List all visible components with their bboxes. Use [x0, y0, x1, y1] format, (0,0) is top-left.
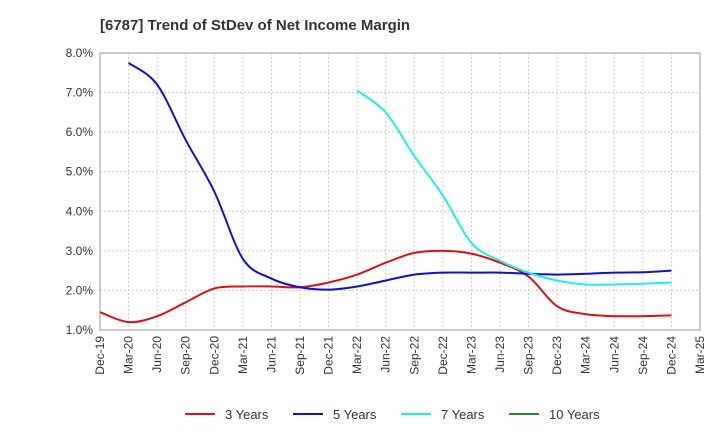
- series-line-3-years: [99, 249, 672, 324]
- x-tick-label: Jun-22: [379, 336, 393, 373]
- legend-label-3-years: 3 Years: [225, 407, 269, 422]
- y-tick-label: 5.0%: [66, 165, 94, 179]
- x-tick-label: Sep-22: [407, 336, 421, 375]
- x-tick-label: Sep-21: [293, 336, 307, 375]
- x-tick-label: Dec-24: [664, 336, 678, 375]
- y-tick-label: 7.0%: [66, 86, 94, 100]
- y-tick-label: 4.0%: [66, 204, 94, 218]
- x-tick-label: Mar-22: [350, 336, 364, 374]
- legend-label-7-years: 7 Years: [441, 407, 485, 422]
- x-tick-label: Jun-24: [607, 336, 621, 373]
- chart-title: [6787] Trend of StDev of Net Income Marg…: [100, 17, 410, 34]
- x-tick-label: Sep-23: [522, 336, 536, 375]
- x-tick-label: Mar-21: [236, 336, 250, 374]
- x-axis-ticks: Dec-19 Mar-20 Jun-20 Sep-20 Dec-20 Mar-21 Jun-…: [93, 336, 707, 375]
- x-tick-label: Jun-21: [264, 336, 278, 373]
- plot-frame: [99, 52, 701, 331]
- x-tick-label: Dec-21: [322, 336, 336, 375]
- legend-label-5-years: 5 Years: [333, 407, 377, 422]
- x-tick-label: Mar-20: [122, 336, 136, 374]
- series-lines: [99, 62, 672, 324]
- x-tick-label: Dec-20: [207, 336, 221, 375]
- x-tick-label: Dec-22: [436, 336, 450, 375]
- y-tick-label: 6.0%: [66, 125, 94, 139]
- y-axis-ticks: 1.0% 2.0% 3.0% 4.0% 5.0% 6.0% 7.0% 8.0%: [66, 46, 94, 337]
- gridlines: [99, 52, 701, 331]
- x-tick-label: Jun-20: [150, 336, 164, 373]
- series-line-5-years: [127, 62, 672, 291]
- legend: 3 Years 5 Years 7 Years 10 Years: [185, 407, 600, 422]
- x-tick-label: Mar-25: [693, 336, 707, 374]
- x-tick-label: Sep-24: [636, 336, 650, 375]
- x-tick-label: Mar-23: [464, 336, 478, 374]
- y-tick-label: 3.0%: [66, 244, 94, 258]
- x-tick-label: Dec-23: [550, 336, 564, 375]
- x-tick-label: Jun-23: [493, 336, 507, 373]
- y-tick-label: 2.0%: [66, 283, 94, 297]
- x-tick-label: Dec-19: [93, 336, 107, 375]
- y-tick-label: 8.0%: [66, 46, 94, 60]
- legend-label-10-years: 10 Years: [549, 407, 600, 422]
- x-tick-label: Mar-24: [579, 336, 593, 374]
- series-line-7-years: [356, 89, 672, 286]
- x-tick-label: Sep-20: [179, 336, 193, 375]
- y-tick-label: 1.0%: [66, 323, 94, 337]
